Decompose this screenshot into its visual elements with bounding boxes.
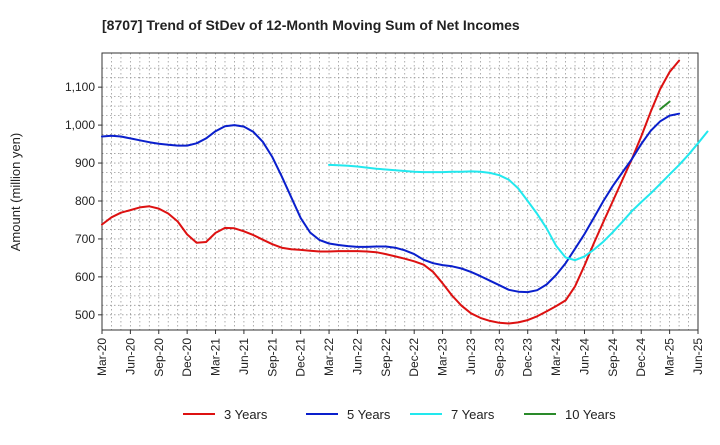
x-tick-label: Dec-23 xyxy=(521,338,535,377)
x-tick-label: Jun-22 xyxy=(350,338,364,375)
series-line-5-years xyxy=(101,112,681,294)
x-tick-label: Mar-21 xyxy=(209,338,223,376)
y-tick-label: 600 xyxy=(75,270,95,284)
x-tick-label: Sep-23 xyxy=(492,338,506,377)
legend-label: 7 Years xyxy=(451,407,495,422)
series-layer xyxy=(101,59,709,325)
legend-label: 10 Years xyxy=(565,407,616,422)
x-tick-label: Dec-20 xyxy=(180,338,194,377)
x-tick-label: Jun-20 xyxy=(123,338,137,375)
x-tick-label: Jun-25 xyxy=(691,338,705,375)
x-tick-label: Mar-20 xyxy=(95,338,109,376)
y-tick-label: 900 xyxy=(75,156,95,170)
y-axis-label: Amount (million yen) xyxy=(8,133,23,252)
chart-title: [8707] Trend of StDev of 12-Month Moving… xyxy=(102,17,520,33)
y-tick-label: 500 xyxy=(75,308,95,322)
y-tick-label: 1,000 xyxy=(65,118,95,132)
grid-layer xyxy=(102,53,698,330)
legend-label: 3 Years xyxy=(224,407,268,422)
x-tick-label: Mar-25 xyxy=(663,338,677,376)
y-tick-label: 800 xyxy=(75,194,95,208)
x-tick-label: Mar-23 xyxy=(436,338,450,376)
x-tick-labels: Mar-20 Jun-20 Sep-20 Dec-20 Mar-21 Jun-21 Sep-… xyxy=(95,330,705,377)
x-tick-label: Dec-21 xyxy=(294,338,308,377)
x-tick-label: Sep-22 xyxy=(379,338,393,377)
series-line-3-years xyxy=(101,59,681,325)
legend-label: 5 Years xyxy=(347,407,391,422)
x-tick-label: Mar-22 xyxy=(322,338,336,376)
x-tick-label: Mar-24 xyxy=(549,338,563,376)
x-tick-label: Jun-21 xyxy=(237,338,251,375)
x-tick-label: Jun-23 xyxy=(464,338,478,375)
x-tick-label: Sep-24 xyxy=(606,338,620,377)
x-tick-label: Jun-24 xyxy=(577,338,591,375)
series-line-7-years xyxy=(328,130,709,262)
series-line-10-years xyxy=(659,100,671,111)
x-tick-label: Sep-20 xyxy=(152,338,166,377)
y-tick-labels: 500 600 700 800 900 1,000 1,100 xyxy=(65,80,102,322)
y-tick-label: 700 xyxy=(75,232,95,246)
x-tick-label: Dec-22 xyxy=(407,338,421,377)
legend: 3 Years 5 Years 7 Years 10 Years xyxy=(183,407,616,422)
x-tick-label: Sep-21 xyxy=(265,338,279,377)
plot-frame xyxy=(101,52,699,331)
x-tick-label: Dec-24 xyxy=(634,338,648,377)
y-tick-label: 1,100 xyxy=(65,80,95,94)
